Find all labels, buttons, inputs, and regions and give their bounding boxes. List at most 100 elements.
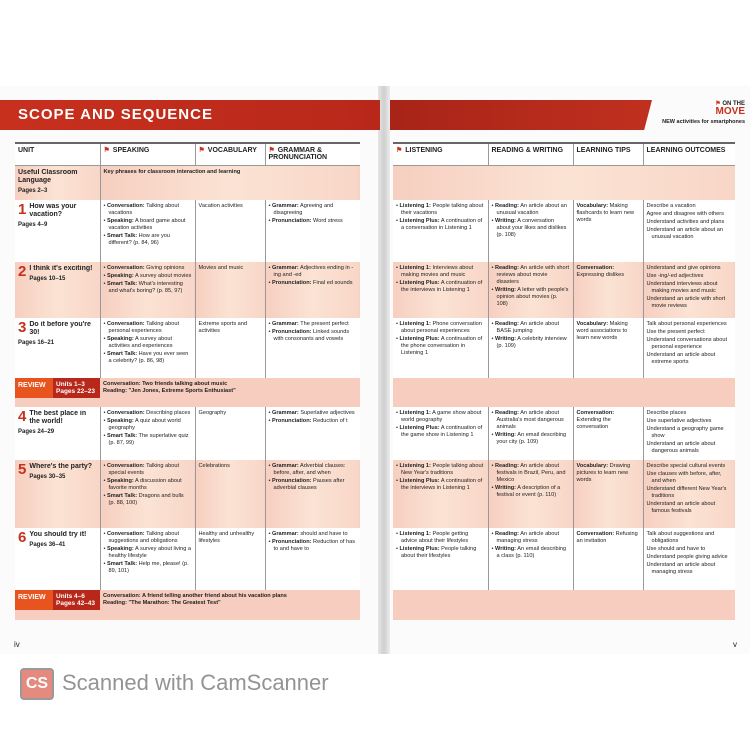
review-badge: REVIEW Units 1–3 Pages 22–23 xyxy=(15,378,100,407)
list-item: • Grammar: The present perfect xyxy=(268,321,349,327)
list-item: • Listening Plus: People talking about t… xyxy=(396,546,477,559)
list-item: • Listening Plus: A continuation of a co… xyxy=(396,218,483,231)
reading-list: • Reading: An article with short reviews… xyxy=(492,265,570,308)
table-row: 6 You should try it! Pages 36–41 • Conversa… xyxy=(15,528,360,590)
unit-title: Do it before you're 30! xyxy=(29,321,91,336)
list-item: Understand people giving advice xyxy=(646,554,728,560)
page-number-left: iv xyxy=(14,640,20,649)
unit-title: You should try it! xyxy=(29,531,87,538)
list-item: Understand an article about dangerous an… xyxy=(646,441,716,454)
list-item: • Writing: An email describing a class (… xyxy=(491,546,567,559)
list-item: • Smart Talk: How are you different? (p.… xyxy=(103,233,171,246)
list-item: • Writing: A letter with people's opinio… xyxy=(491,287,569,307)
table-row: Useful Classroom Language Pages 2–3 Key ph… xyxy=(15,165,360,200)
list-item: • Listening Plus: A continuation of the … xyxy=(396,478,483,491)
speaking-list: • Conversation: Giving opinions • Speakin… xyxy=(104,265,192,295)
review-line: Reading: "Jen Jones, Extreme Sports Enth… xyxy=(103,388,236,394)
learning-tips-cell: Vocabulary: Making word associations to … xyxy=(572,318,643,378)
header-grammar: ⚑ GRAMMAR & PRONUNCIATION xyxy=(264,142,360,166)
review-units: Units 4–6 Pages 42–43 xyxy=(53,590,100,610)
list-item: Understand conversations about personal … xyxy=(646,337,728,350)
outcomes-list: Describe special cultural events Use clau… xyxy=(647,463,733,515)
reading-list: • Reading: An article about an unusual v… xyxy=(492,203,570,239)
header-vocabulary: ⚑ VOCABULARY xyxy=(194,142,265,166)
header-learning-outcomes-label: LEARNING OUTCOMES xyxy=(646,147,726,154)
list-item: • Listening 1: A game show about world g… xyxy=(396,410,482,423)
header-learning-tips-label: LEARNING TIPS xyxy=(576,147,631,154)
speaking-list: • Conversation: Talking about vacations •… xyxy=(104,203,192,247)
outcomes-list: Talk about suggestions and obligations Us… xyxy=(647,531,733,576)
unit-number: 3 xyxy=(18,319,27,336)
unit-cell: 4 The best place in the world! Pages 24–29 xyxy=(15,407,100,460)
vocabulary-cell: Celebrations xyxy=(194,460,265,528)
reading-writing-cell: • Reading: An article with short reviews… xyxy=(487,262,573,318)
empty-cell xyxy=(393,165,735,200)
review-units-text: Units 1–3 xyxy=(56,381,85,388)
speaking-cell: • Conversation: Giving opinions • Speakin… xyxy=(99,262,195,318)
table-row xyxy=(393,165,735,200)
unit-number: 1 xyxy=(18,201,27,218)
camscanner-logo: CS xyxy=(20,668,54,700)
learning-tips-cell: Vocabulary: Making flashcards to learn n… xyxy=(572,200,643,262)
header-unit: UNIT xyxy=(15,142,100,166)
table-row: 1 How was your vacation? Pages 4–9 • Conver… xyxy=(15,200,360,262)
list-item: • Speaking: A survey about activities an… xyxy=(103,336,173,349)
list-item: • Grammar: Agreeing and disagreeing xyxy=(268,203,334,216)
header-listening: ⚑ LISTENING xyxy=(393,142,488,166)
grammar-cell: • Grammar: Superlative adjectives • Pronu… xyxy=(264,407,360,460)
list-item: • Listening 1: People talking about New … xyxy=(396,463,484,476)
list-item: Understand an article about famous festi… xyxy=(646,501,716,514)
vocabulary-cell: Vacation activities xyxy=(194,200,265,262)
list-item: • Listening 1: Interviews about making m… xyxy=(396,265,474,278)
unit-title: I think it's exciting! xyxy=(29,265,93,272)
grammar-cell: • Grammar: Agreeing and disagreeing • Pro… xyxy=(264,200,360,262)
vocabulary-cell: Movies and music xyxy=(194,262,265,318)
speaking-cell: • Conversation: Describing places • Speak… xyxy=(99,407,195,460)
empty-cell xyxy=(393,590,735,620)
table-row xyxy=(393,590,735,620)
learning-tips-cell: Conversation: Refusing an invitation xyxy=(572,528,643,590)
listening-list: • Listening 1: People getting advice abo… xyxy=(396,531,485,560)
review-content: Conversation: A friend telling another f… xyxy=(100,590,360,620)
reading-writing-cell: • Reading: An article about managing str… xyxy=(487,528,573,590)
learning-tips-cell: Vocabulary: Drawing pictures to learn ne… xyxy=(572,460,643,528)
listening-list: • Listening 1: A game show about world g… xyxy=(396,410,485,439)
listening-cell: • Listening 1: A game show about world g… xyxy=(393,407,488,460)
header-grammar-label: GRAMMAR & PRONUNCIATION xyxy=(268,147,328,161)
reading-writing-cell: • Reading: An article about festivals in… xyxy=(487,460,573,528)
header-speaking-label: SPEAKING xyxy=(112,147,150,154)
unit-cell: 1 How was your vacation? Pages 4–9 xyxy=(15,200,100,262)
flag-icon: ⚑ xyxy=(198,147,205,154)
learning-tips-cell-text: Conversation: Expressing dislikes xyxy=(576,265,625,278)
header-learning-outcomes: LEARNING OUTCOMES xyxy=(642,142,735,166)
list-item: • Listening Plus: A continuation of the … xyxy=(396,280,483,293)
list-item: • Conversation: Giving opinions xyxy=(103,265,185,271)
outcomes-cell: Describe a vacation Agree and disagree wi… xyxy=(642,200,735,262)
list-item: • Reading: An article about Australia's … xyxy=(491,410,564,430)
review-badge-box: REVIEW Units 1–3 Pages 22–23 xyxy=(15,378,100,398)
intro-text: Key phrases for classroom interaction an… xyxy=(99,165,360,200)
list-item: • Smart Talk: What's interesting and wha… xyxy=(103,281,183,294)
unit-cell: Useful Classroom Language Pages 2–3 xyxy=(15,165,100,200)
list-item: Understand an article with short movie r… xyxy=(646,296,726,309)
table-row: • Listening 1: People talking about thei… xyxy=(393,200,735,262)
flag-icon: ⚑ xyxy=(715,101,721,107)
list-item: • Pronunciation: Reduction of has to and… xyxy=(268,539,356,552)
review-badge: REVIEW Units 4–6 Pages 42–43 xyxy=(15,590,100,620)
review-pages: Pages 22–23 xyxy=(56,388,96,395)
unit-number: 5 xyxy=(18,461,27,478)
list-item: Describe special cultural events xyxy=(646,463,726,469)
flag-icon: ⚑ xyxy=(396,147,403,154)
table-row: 4 The best place in the world! Pages 24–29… xyxy=(15,407,360,460)
table-row: REVIEW Units 4–6 Pages 42–43 Conversation: … xyxy=(15,590,360,620)
review-units-text: Units 4–6 xyxy=(56,593,85,600)
list-item: • Writing: A conversation about your lik… xyxy=(491,218,567,238)
flag-icon: ⚑ xyxy=(103,147,110,154)
unit-title: How was your vacation? xyxy=(29,203,77,218)
listening-list: • Listening 1: People talking about New … xyxy=(396,463,485,492)
table-row: REVIEW Units 1–3 Pages 22–23 Conversation: … xyxy=(15,378,360,407)
table-row: • Listening 1: Phone conversation about … xyxy=(393,318,735,378)
table-row xyxy=(393,378,735,407)
list-item: • Pronunciation: Word stress xyxy=(268,218,343,224)
